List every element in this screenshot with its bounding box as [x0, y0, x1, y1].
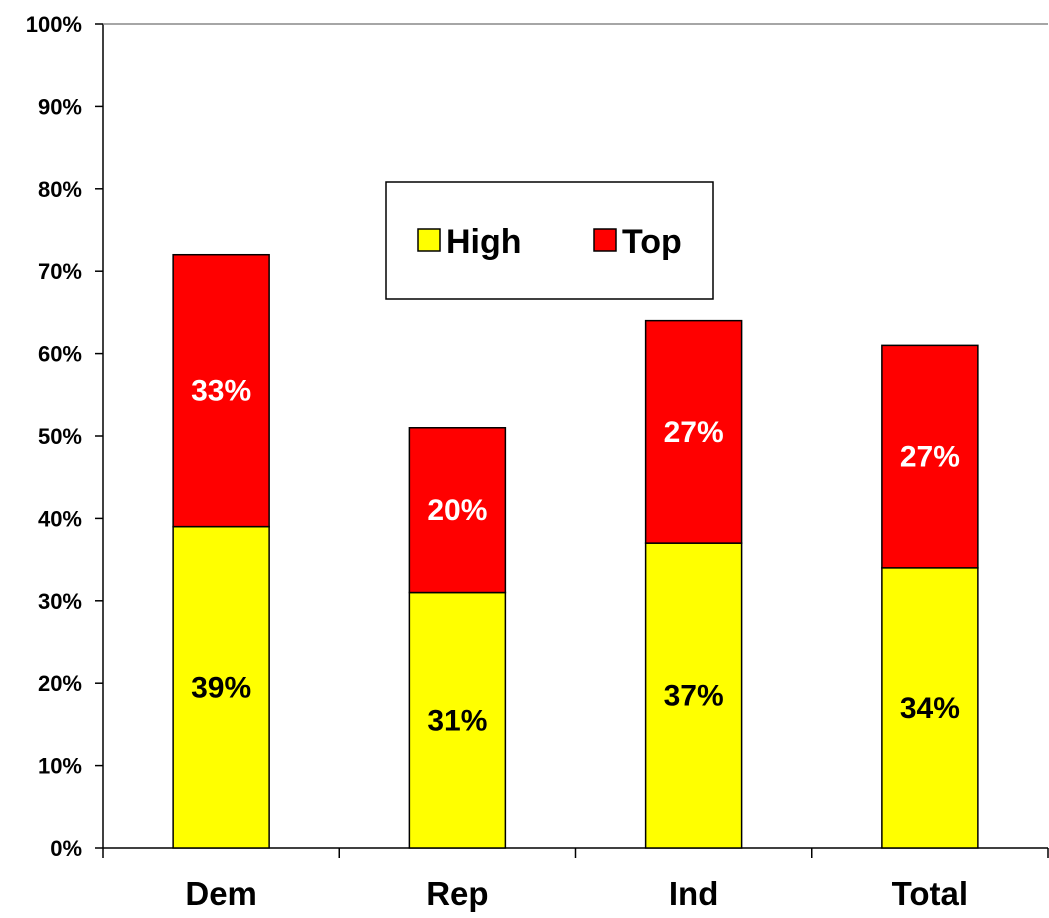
- legend-label-high: High: [446, 223, 522, 261]
- bar-high-dem: [172, 525, 270, 849]
- bar-high-rep: [408, 591, 507, 849]
- y-tick-label: 20%: [38, 671, 82, 696]
- bar-high-total: [881, 567, 979, 849]
- data-label-top-dem: 33%: [191, 375, 251, 408]
- axes: 0% 10% 20% 30% 40% 50% 60% 70% 80% 90% 100% Dem Rep I…: [26, 12, 1049, 912]
- bar-top-dem: [172, 253, 270, 528]
- y-tick-label: 100%: [26, 12, 82, 37]
- legend: High Top: [385, 181, 714, 300]
- data-label-high-rep: 31%: [427, 704, 487, 737]
- data-label-high-dem: 39%: [191, 671, 251, 704]
- bar-top-ind: [644, 319, 743, 544]
- y-tick-label: 40%: [38, 506, 82, 531]
- data-labels: 39% 33% 31% 20% 37% 27% 34% 27%: [191, 375, 960, 738]
- y-tick-label: 10%: [38, 754, 82, 779]
- data-label-top-total: 27%: [900, 441, 960, 474]
- y-tick-label: 60%: [38, 342, 82, 367]
- data-label-high-total: 34%: [900, 692, 960, 725]
- x-category-label: Rep: [426, 875, 488, 912]
- legend-swatch-high: [417, 228, 441, 252]
- bars: [172, 253, 979, 849]
- legend-swatch-top: [593, 228, 617, 252]
- data-label-high-ind: 37%: [664, 680, 724, 713]
- y-tick-label: 50%: [38, 424, 82, 449]
- x-category-label: Total: [892, 875, 968, 912]
- x-category-label: Dem: [185, 875, 257, 912]
- bar-high-ind: [644, 542, 743, 849]
- y-tick-label: 90%: [38, 94, 82, 119]
- y-tick-label: 0%: [50, 836, 82, 861]
- bar-top-rep: [408, 427, 507, 594]
- y-tick-label: 30%: [38, 589, 82, 614]
- data-label-top-ind: 27%: [664, 416, 724, 449]
- y-tick-label: 80%: [38, 177, 82, 202]
- data-label-top-rep: 20%: [427, 494, 487, 527]
- y-tick-label: 70%: [38, 259, 82, 284]
- legend-label-top: Top: [622, 223, 682, 261]
- bar-top-total: [881, 344, 979, 569]
- x-category-label: Ind: [669, 875, 718, 912]
